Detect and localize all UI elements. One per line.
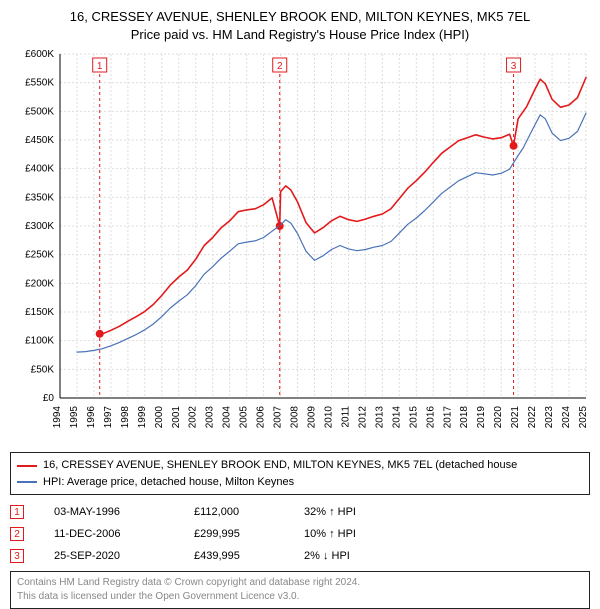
sale-delta: 10% ↑ HPI [304,528,384,540]
figure-container: 16, CRESSEY AVENUE, SHENLEY BROOK END, M… [0,0,600,590]
x-tick-label: 2016 [425,406,436,429]
sale-marker: 2 [10,527,24,541]
y-tick-label: £250K [25,250,54,261]
y-tick-label: £400K [25,164,54,175]
x-tick-label: 2008 [290,406,301,429]
legend-swatch [17,465,37,467]
x-tick-label: 2015 [408,406,419,429]
sale-price: £439,995 [194,550,274,562]
legend-row: 16, CRESSEY AVENUE, SHENLEY BROOK END, M… [17,457,583,474]
series-line-property [100,78,586,334]
footer-attribution: Contains HM Land Registry data © Crown c… [10,571,590,609]
sale-date: 11-DEC-2006 [54,528,164,540]
x-tick-label: 2020 [493,406,504,429]
x-tick-label: 2011 [340,406,351,428]
x-tick-label: 2009 [307,406,318,429]
x-tick-label: 1999 [137,406,148,429]
x-tick-label: 2005 [239,406,250,429]
legend-label: 16, CRESSEY AVENUE, SHENLEY BROOK END, M… [43,457,517,474]
event-marker-label: 2 [277,61,283,72]
sale-delta: 32% ↑ HPI [304,506,384,518]
sale-marker: 1 [10,505,24,519]
legend-label: HPI: Average price, detached house, Milt… [43,474,294,491]
x-tick-label: 2017 [442,406,453,429]
x-tick-label: 1996 [86,406,97,429]
chart-title-line1: 16, CRESSEY AVENUE, SHENLEY BROOK END, M… [10,8,590,26]
x-tick-label: 2003 [205,406,216,429]
y-tick-label: £300K [25,221,54,232]
y-tick-label: £0 [43,393,55,404]
x-tick-label: 1997 [103,406,114,429]
line-chart-svg: £0 £50K £100K £150K £200K £250K £300K £350K £400… [10,48,590,448]
x-tick-label: 1998 [120,406,131,429]
x-tick-label: 2018 [459,406,470,429]
footer-line2: This data is licensed under the Open Gov… [17,590,583,604]
sale-date: 03-MAY-1996 [54,506,164,518]
chart-area: £0 £50K £100K £150K £200K £250K £300K £350K £400… [10,48,590,448]
x-tick-label: 2002 [188,406,199,429]
x-tick-label: 1995 [69,406,80,429]
footer-line1: Contains HM Land Registry data © Crown c… [17,576,583,590]
x-tick-label: 2013 [374,406,385,429]
x-tick-label: 2006 [256,406,267,429]
sale-date: 25-SEP-2020 [54,550,164,562]
sale-row: 1 03-MAY-1996 £112,000 32% ↑ HPI [10,501,590,523]
chart-title-block: 16, CRESSEY AVENUE, SHENLEY BROOK END, M… [0,0,600,48]
sales-table: 1 03-MAY-1996 £112,000 32% ↑ HPI 2 11-DEC-200… [10,501,590,567]
x-tick-label: 2022 [527,406,538,429]
x-tick-label: 2010 [323,406,334,429]
x-tick-label: 2004 [222,406,233,429]
x-tick-label: 2025 [578,406,589,429]
x-tick-label: 2001 [171,406,182,429]
x-tick-label: 2012 [357,406,368,429]
legend-box: 16, CRESSEY AVENUE, SHENLEY BROOK END, M… [10,452,590,495]
x-tick-label: 2007 [273,406,284,429]
chart-title-line2: Price paid vs. HM Land Registry's House … [10,26,590,44]
y-tick-label: £50K [31,365,55,376]
y-tick-label: £350K [25,193,54,204]
event-marker-label: 1 [97,61,103,72]
sale-price: £112,000 [194,506,274,518]
x-tick-label: 2021 [510,406,521,429]
y-tick-label: £600K [25,49,54,60]
x-tick-label: 2023 [544,406,555,429]
y-tick-label: £100K [25,336,54,347]
sale-row: 3 25-SEP-2020 £439,995 2% ↓ HPI [10,545,590,567]
sale-price: £299,995 [194,528,274,540]
y-tick-label: £450K [25,135,54,146]
x-tick-label: 1994 [52,406,63,429]
sale-delta: 2% ↓ HPI [304,550,384,562]
legend-swatch [17,481,37,483]
x-tick-label: 2019 [476,406,487,429]
y-tick-label: £200K [25,279,54,290]
sale-marker: 3 [10,549,24,563]
x-tick-label: 2024 [561,406,572,429]
x-tick-label: 2014 [391,406,402,429]
sale-row: 2 11-DEC-2006 £299,995 10% ↑ HPI [10,523,590,545]
y-tick-label: £500K [25,107,54,118]
x-tick-label: 2000 [154,406,165,429]
event-marker-label: 3 [511,61,517,72]
y-tick-label: £150K [25,307,54,318]
legend-row: HPI: Average price, detached house, Milt… [17,474,583,491]
y-tick-label: £550K [25,78,54,89]
series-line-hpi [77,113,586,352]
